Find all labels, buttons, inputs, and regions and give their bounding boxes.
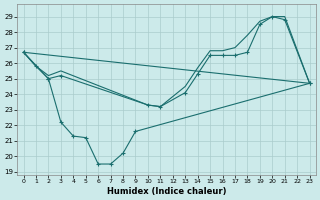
X-axis label: Humidex (Indice chaleur): Humidex (Indice chaleur) [107,187,226,196]
